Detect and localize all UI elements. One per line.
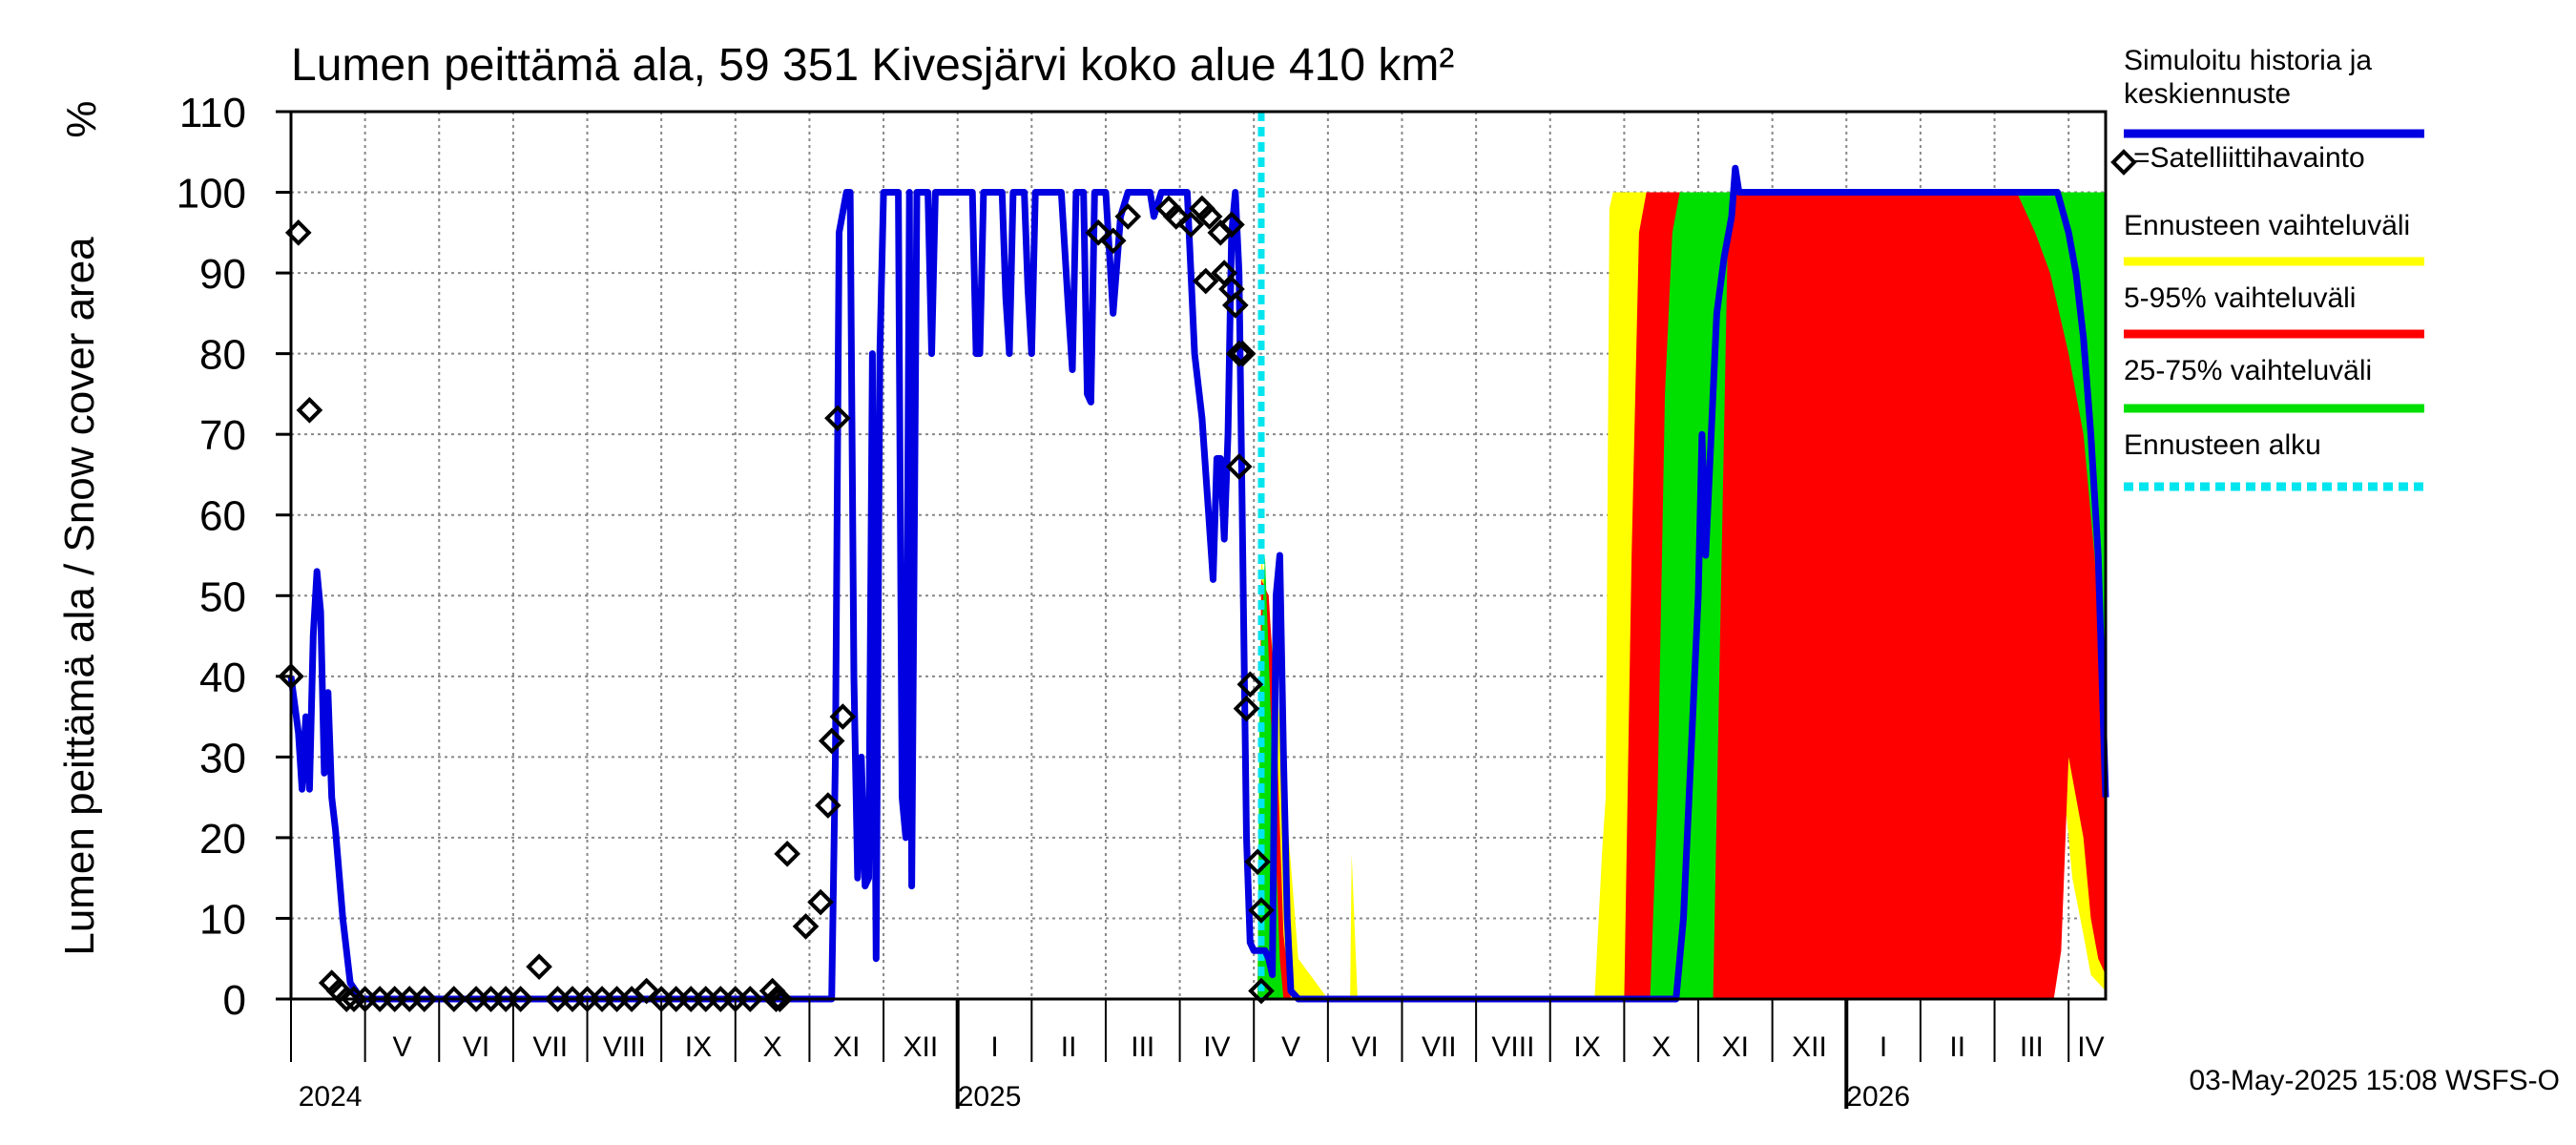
x-month-label: IX xyxy=(1573,1031,1600,1063)
x-month-label: IV xyxy=(1203,1031,1230,1063)
observation-point xyxy=(1221,292,1249,319)
observation-point xyxy=(1099,227,1127,255)
observation-point xyxy=(829,703,857,730)
y-axis-title: Lumen peittämä ala / Snow cover area xyxy=(56,237,103,956)
observation-point xyxy=(1225,453,1253,480)
y-tick-label: 80 xyxy=(199,332,246,379)
x-month-label: XII xyxy=(904,1031,939,1063)
y-tick-label: 90 xyxy=(199,251,246,298)
x-year-label: 2024 xyxy=(299,1081,363,1113)
observation-point xyxy=(1233,695,1260,722)
x-month-label: II xyxy=(1949,1031,1965,1063)
x-month-label: III xyxy=(1131,1031,1154,1063)
y-tick-label: 110 xyxy=(179,90,246,136)
x-month-label: VIII xyxy=(603,1031,646,1063)
observation-point xyxy=(633,977,660,1005)
observation-point xyxy=(1192,267,1219,295)
forecast-bands xyxy=(1257,192,2106,999)
band-00e000 xyxy=(1257,192,2106,999)
legend-swatch-diamond xyxy=(2110,149,2137,176)
x-month-label: I xyxy=(990,1031,998,1063)
plot-frame xyxy=(289,110,2108,1001)
observation-point xyxy=(807,888,834,916)
observation-point xyxy=(1195,203,1223,230)
y-tick-label: 60 xyxy=(199,493,246,540)
observation-point xyxy=(341,986,367,1012)
legend-label: 5-95% vaihteluväli xyxy=(2124,282,2356,314)
satellite-observations xyxy=(278,195,1275,1012)
x-month-label: I xyxy=(1880,1031,1887,1063)
x-month-label: III xyxy=(2020,1031,2044,1063)
legend-label: =Satelliittihavainto xyxy=(2133,142,2365,174)
x-month-label: V xyxy=(392,1031,411,1063)
x-month-label: V xyxy=(1281,1031,1300,1063)
series-line-simulated xyxy=(287,164,2109,1003)
observation-point xyxy=(792,913,820,940)
y-tick-label: 20 xyxy=(199,816,246,863)
x-month-label: VI xyxy=(463,1031,489,1063)
observation-point xyxy=(1218,211,1245,239)
observation-point xyxy=(1248,977,1275,1005)
y-tick-label: 40 xyxy=(199,655,246,701)
observation-point xyxy=(1244,848,1271,876)
legend-label: Ennusteen alku xyxy=(2124,429,2321,461)
observation-point xyxy=(296,396,323,424)
observation-point xyxy=(440,986,467,1012)
observation-point xyxy=(507,986,534,1012)
observation-point xyxy=(1162,203,1190,230)
x-month-label: VIII xyxy=(1491,1031,1534,1063)
legend-label: 25-75% vaihteluväli xyxy=(2124,355,2372,386)
y-tick-label: 100 xyxy=(177,171,246,218)
observation-point xyxy=(766,986,794,1012)
observation-point xyxy=(737,986,764,1012)
legend-label: keskiennuste xyxy=(2124,78,2291,110)
y-tick-label: 30 xyxy=(199,735,246,781)
x-month-label: IV xyxy=(2077,1031,2104,1063)
x-month-label: VI xyxy=(1351,1031,1378,1063)
y-unit-label: % xyxy=(58,100,105,137)
y-tick-label: 10 xyxy=(199,896,246,943)
x-month-label: II xyxy=(1061,1031,1077,1063)
x-month-label: X xyxy=(1652,1031,1671,1063)
y-tick-label: 70 xyxy=(199,412,246,459)
observation-point xyxy=(815,792,841,819)
observation-point xyxy=(818,727,845,755)
observation-point xyxy=(1236,671,1264,698)
x-month-label: VII xyxy=(1422,1031,1457,1063)
y-tick-label: 50 xyxy=(199,573,246,620)
observation-point xyxy=(1085,219,1112,246)
observation-point xyxy=(1225,340,1253,367)
x-month-label: XII xyxy=(1792,1031,1827,1063)
observation-point xyxy=(774,840,800,867)
legend-label: Ennusteen vaihteluväli xyxy=(2124,210,2410,241)
observation-point xyxy=(333,986,361,1012)
observation-point xyxy=(1177,211,1205,239)
observation-point xyxy=(410,986,438,1012)
x-month-label: XI xyxy=(1722,1031,1749,1063)
observation-point xyxy=(824,405,851,432)
observation-point xyxy=(1248,897,1275,924)
footer-timestamp: 03-May-2025 15:08 WSFS-O xyxy=(2190,1065,2561,1096)
x-month-label: IX xyxy=(685,1031,712,1063)
y-tick-label: 0 xyxy=(223,977,246,1024)
observation-point xyxy=(526,953,552,981)
x-year-label: 2026 xyxy=(1846,1081,1910,1113)
x-month-label: VII xyxy=(532,1031,568,1063)
x-month-label: X xyxy=(763,1031,782,1063)
observation-point xyxy=(1114,203,1142,230)
chart-title: Lumen peittämä ala, 59 351 Kivesjärvi ko… xyxy=(291,40,1454,91)
observation-point xyxy=(1229,340,1257,367)
observation-point xyxy=(762,986,790,1012)
legend-label: Simuloitu historia ja xyxy=(2124,45,2372,76)
x-month-label: XI xyxy=(833,1031,860,1063)
series-lines xyxy=(287,164,2109,1003)
x-year-label: 2025 xyxy=(958,1081,1022,1113)
